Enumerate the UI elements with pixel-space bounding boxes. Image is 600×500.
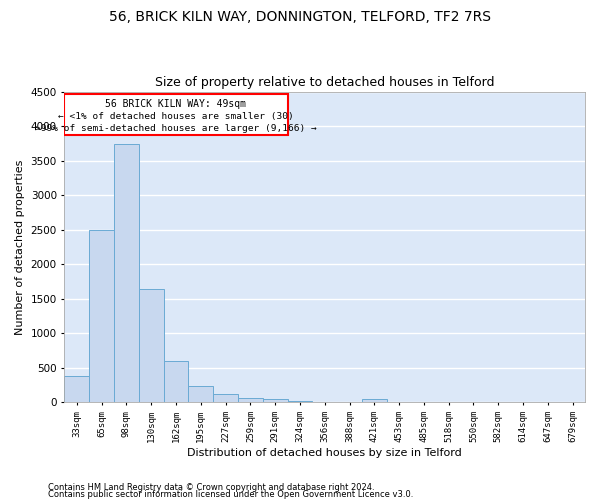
Bar [213,394,238,402]
Bar [188,386,213,402]
Bar [139,289,164,402]
Text: Contains HM Land Registry data © Crown copyright and database right 2024.: Contains HM Land Registry data © Crown c… [48,484,374,492]
Title: Size of property relative to detached houses in Telford: Size of property relative to detached ho… [155,76,494,90]
Text: >99% of semi-detached houses are larger (9,166) →: >99% of semi-detached houses are larger … [35,124,317,132]
Bar [287,401,313,402]
Text: ← <1% of detached houses are smaller (30): ← <1% of detached houses are smaller (30… [58,112,294,121]
Y-axis label: Number of detached properties: Number of detached properties [15,160,25,334]
Bar [362,398,386,402]
X-axis label: Distribution of detached houses by size in Telford: Distribution of detached houses by size … [187,448,462,458]
Text: Contains public sector information licensed under the Open Government Licence v3: Contains public sector information licen… [48,490,413,499]
Text: 56, BRICK KILN WAY, DONNINGTON, TELFORD, TF2 7RS: 56, BRICK KILN WAY, DONNINGTON, TELFORD,… [109,10,491,24]
Bar [114,144,139,402]
Bar [64,376,89,402]
Bar [64,94,287,136]
Bar [263,400,287,402]
Bar [238,398,263,402]
Bar [164,362,188,402]
Bar [89,230,114,402]
Text: 56 BRICK KILN WAY: 49sqm: 56 BRICK KILN WAY: 49sqm [106,98,247,108]
